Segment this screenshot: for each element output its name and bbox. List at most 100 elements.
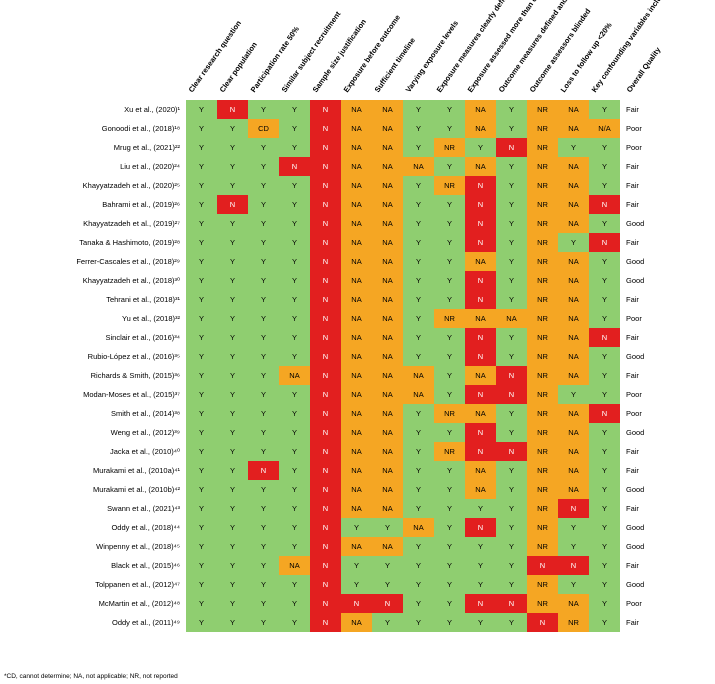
table-row: Richards & Smith, (2015)³⁶YYYNANNANANAYN…	[20, 366, 666, 385]
heatmap-cell: Y	[372, 613, 403, 632]
table-row: Bahrami et al., (2019)²⁶YNYYNNANAYYNYNRN…	[20, 195, 666, 214]
heatmap-cell: Y	[186, 138, 217, 157]
heatmap-cell: Y	[279, 442, 310, 461]
heatmap-cell: Y	[248, 271, 279, 290]
heatmap-cell: N	[465, 195, 496, 214]
heatmap-cell: NA	[558, 404, 589, 423]
heatmap-cell: NA	[372, 423, 403, 442]
heatmap-cell: Y	[434, 518, 465, 537]
heatmap-cell: N	[527, 613, 558, 632]
column-header: Exposure measures clearly defined	[435, 63, 460, 94]
heatmap-cell: NA	[465, 404, 496, 423]
heatmap-cell: Y	[279, 100, 310, 119]
row-label: Smith et al., (2014)³⁸	[20, 404, 186, 423]
heatmap-cell: NA	[372, 290, 403, 309]
heatmap-cell: Y	[217, 347, 248, 366]
heatmap-cell: NR	[434, 404, 465, 423]
heatmap-cell: NA	[341, 461, 372, 480]
heatmap-cell: Y	[434, 575, 465, 594]
heatmap-cell: Y	[279, 138, 310, 157]
heatmap-cell: Y	[248, 442, 279, 461]
heatmap-cell: N	[217, 195, 248, 214]
heatmap-cell: N	[310, 575, 341, 594]
overall-quality: Fair	[620, 233, 666, 252]
overall-quality: Good	[620, 252, 666, 271]
heatmap-cell: Y	[403, 271, 434, 290]
heatmap-cell: N	[589, 195, 620, 214]
heatmap-cell: Y	[434, 214, 465, 233]
heatmap-cell: Y	[589, 290, 620, 309]
heatmap-cell: Y	[217, 271, 248, 290]
overall-quality: Poor	[620, 404, 666, 423]
heatmap-cell: NR	[527, 404, 558, 423]
row-label: Khayyatzadeh et al., (2018)³⁰	[20, 271, 186, 290]
heatmap-cell: Y	[496, 518, 527, 537]
heatmap-cell: Y	[248, 366, 279, 385]
heatmap-cell: Y	[186, 233, 217, 252]
heatmap-cell: Y	[434, 385, 465, 404]
row-label: Rubio-López et al., (2016)³⁵	[20, 347, 186, 366]
heatmap-cell: N	[465, 290, 496, 309]
row-label: Liu et al., (2020)²⁴	[20, 157, 186, 176]
heatmap-cell: N	[310, 214, 341, 233]
heatmap-cell: Y	[496, 556, 527, 575]
column-header: Clear population	[218, 63, 243, 94]
heatmap-cell: NA	[558, 271, 589, 290]
heatmap-cell: N	[310, 347, 341, 366]
heatmap-cell: N	[465, 442, 496, 461]
heatmap-cell: Y	[403, 328, 434, 347]
heatmap-cell: Y	[248, 613, 279, 632]
heatmap-cell: NA	[341, 613, 372, 632]
overall-quality: Good	[620, 518, 666, 537]
heatmap-cell: Y	[186, 442, 217, 461]
heatmap-cell: Y	[496, 252, 527, 271]
heatmap-cell: Y	[186, 271, 217, 290]
row-label: Khayyatzadeh et al., (2019)²⁷	[20, 214, 186, 233]
row-label: Jacka et al., (2010)⁴⁰	[20, 442, 186, 461]
heatmap-cell: Y	[403, 252, 434, 271]
heatmap-cell: Y	[217, 138, 248, 157]
heatmap-cell: Y	[403, 442, 434, 461]
heatmap-cell: Y	[403, 195, 434, 214]
heatmap-cell: NA	[341, 119, 372, 138]
heatmap-cell: Y	[403, 537, 434, 556]
heatmap-cell: NA	[341, 157, 372, 176]
heatmap-cell: Y	[403, 138, 434, 157]
heatmap-cell: N	[465, 518, 496, 537]
heatmap-cell: Y	[589, 252, 620, 271]
table-row: Khayyatzadeh et al., (2019)²⁷YYYYNNANAYY…	[20, 214, 666, 233]
heatmap-cell: NR	[527, 214, 558, 233]
heatmap-cell: Y	[186, 195, 217, 214]
heatmap-cell: NA	[341, 138, 372, 157]
heatmap-cell: NR	[527, 252, 558, 271]
heatmap-cell: Y	[434, 119, 465, 138]
row-label: Ferrer-Cascales et al., (2018)²⁹	[20, 252, 186, 271]
heatmap-cell: NA	[558, 423, 589, 442]
heatmap-cell: N	[310, 556, 341, 575]
heatmap-cell: NA	[341, 347, 372, 366]
heatmap-cell: Y	[496, 499, 527, 518]
heatmap-cell: NA	[558, 442, 589, 461]
heatmap-cell: N	[310, 499, 341, 518]
column-header: Sufficient timeline	[373, 63, 398, 94]
heatmap-cell: Y	[589, 480, 620, 499]
heatmap-cell: Y	[434, 537, 465, 556]
heatmap-cell: Y	[217, 252, 248, 271]
table-row: Jacka et al., (2010)⁴⁰YYYYNNANAYNRNNNRNA…	[20, 442, 666, 461]
heatmap-cell: Y	[279, 613, 310, 632]
heatmap-cell: NR	[558, 613, 589, 632]
heatmap-cell: NA	[372, 347, 403, 366]
heatmap-cell: Y	[589, 366, 620, 385]
heatmap-cell: N	[248, 461, 279, 480]
heatmap-cell: Y	[496, 100, 527, 119]
table-row: Tolppanen et al., (2012)⁴⁷YYYYNYYYYYYNRY…	[20, 575, 666, 594]
heatmap-cell: Y	[434, 499, 465, 518]
heatmap-cell: Y	[248, 423, 279, 442]
row-label: Weng et al., (2012)³⁹	[20, 423, 186, 442]
table-row: Khayyatzadeh et al., (2020)²⁵YYYYNNANAYN…	[20, 176, 666, 195]
heatmap-cell: N	[372, 594, 403, 613]
heatmap-cell: NA	[372, 195, 403, 214]
heatmap-cell: Y	[434, 271, 465, 290]
heatmap-cell: Y	[248, 575, 279, 594]
heatmap-cell: Y	[279, 214, 310, 233]
